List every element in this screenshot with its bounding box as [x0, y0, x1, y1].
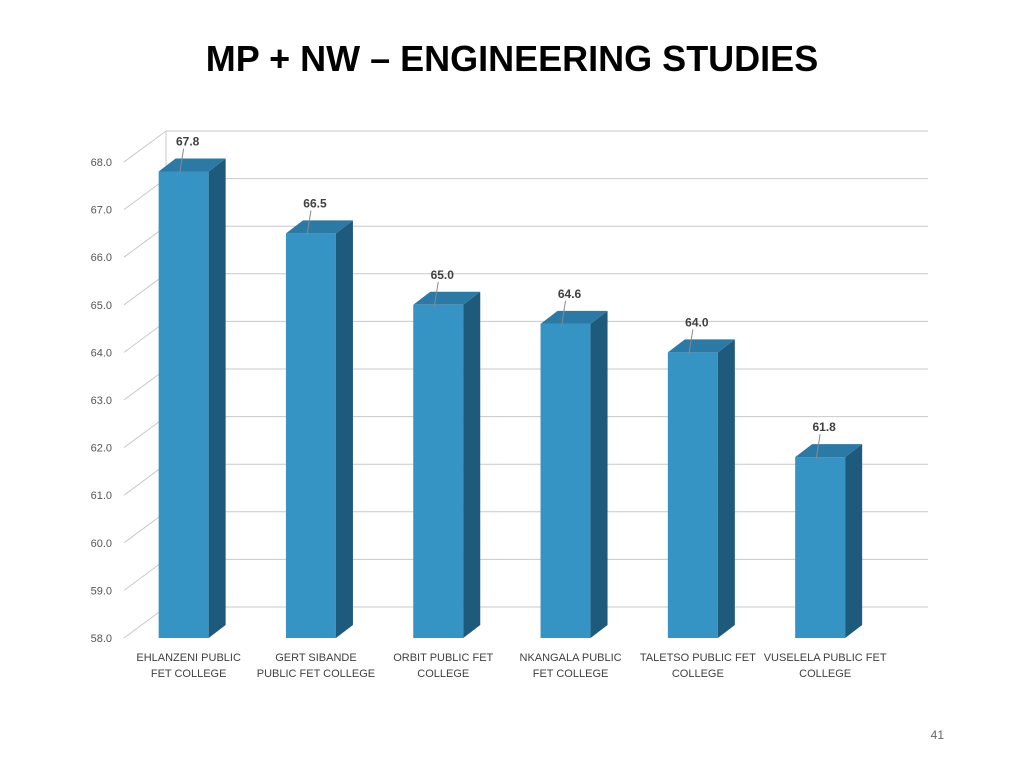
data-label-leader	[433, 281, 439, 307]
bar	[667, 339, 735, 638]
x-category-label: FET COLLEGE	[533, 668, 609, 680]
x-category-label: GERT SIBANDE	[275, 652, 357, 664]
data-label: 65.0	[431, 268, 455, 282]
x-category-label: COLLEGE	[672, 668, 724, 680]
y-tick-label: 64.0	[91, 347, 112, 359]
x-category-label: ORBIT PUBLIC FET	[393, 652, 493, 664]
y-tick-label: 58.0	[91, 633, 112, 645]
gridline-diagonal	[123, 130, 167, 163]
bar-front-face	[667, 352, 718, 638]
bar-front-face	[158, 171, 209, 638]
y-tick-label: 61.0	[91, 490, 112, 502]
y-tick-label: 65.0	[91, 300, 112, 312]
bar	[795, 444, 863, 638]
bar-front-face	[413, 304, 464, 638]
data-label-leader	[306, 210, 312, 236]
x-category-label: NKANGALA PUBLIC	[520, 652, 622, 664]
bar-side-face	[717, 339, 735, 638]
bar-top-face	[285, 220, 353, 234]
data-label-leader	[815, 434, 821, 460]
bar	[540, 310, 608, 638]
y-tick-label: 66.0	[91, 252, 112, 264]
x-category-label: TALETSO PUBLIC FET	[640, 652, 756, 664]
bar-top-face	[158, 158, 226, 172]
bars-layer	[158, 158, 863, 638]
data-label-leader	[688, 329, 694, 355]
category-labels-layer: EHLANZENI PUBLIC FET COLLEGE GERT SIBANDE P…	[136, 652, 886, 680]
y-axis-ticks: 58.0 59.0 60.0 61.0 62.0 63.0 64.0 65.0 66.0 67.0…	[91, 157, 112, 645]
y-tick-label: 67.0	[91, 205, 112, 217]
x-category-label: COLLEGE	[799, 668, 851, 680]
data-label: 61.8	[812, 420, 836, 434]
bar	[285, 220, 353, 638]
bar-top-face	[795, 444, 863, 458]
page-number: 41	[930, 728, 944, 742]
bar-side-face	[208, 158, 226, 638]
y-tick-label: 68.0	[91, 157, 112, 169]
slide-title: MP + NW – ENGINEERING STUDIES	[205, 38, 819, 79]
bar-top-face	[540, 310, 608, 324]
x-category-label: PUBLIC FET COLLEGE	[257, 668, 375, 680]
data-label: 67.8	[176, 135, 200, 149]
bar-side-face	[335, 220, 353, 638]
y-tick-label: 63.0	[91, 395, 112, 407]
bar-side-face	[463, 291, 481, 638]
bar-side-face	[845, 444, 863, 638]
y-tick-label: 60.0	[91, 538, 112, 550]
data-label: 64.6	[558, 287, 582, 301]
bar	[158, 158, 226, 638]
data-label-leader	[179, 148, 185, 174]
data-labels-layer: 67.8 66.5 65.0 64.6 64.0 61.8	[176, 135, 836, 460]
y-tick-label: 62.0	[91, 443, 112, 455]
data-label: 64.0	[685, 315, 709, 329]
bar-top-face	[413, 291, 481, 305]
data-label-leader	[561, 300, 567, 326]
bar-front-face	[540, 323, 591, 638]
y-tick-label: 59.0	[91, 585, 112, 597]
x-category-label: FET COLLEGE	[151, 668, 227, 680]
bar-front-face	[285, 233, 336, 638]
bar-side-face	[590, 310, 608, 638]
x-category-label: EHLANZENI PUBLIC	[136, 652, 241, 664]
x-category-label: VUSELELA PUBLIC FET	[764, 652, 887, 664]
bar	[413, 291, 481, 638]
bar-top-face	[667, 339, 735, 353]
bar-front-face	[795, 457, 846, 638]
x-category-label: COLLEGE	[417, 668, 469, 680]
data-label: 66.5	[303, 196, 327, 210]
